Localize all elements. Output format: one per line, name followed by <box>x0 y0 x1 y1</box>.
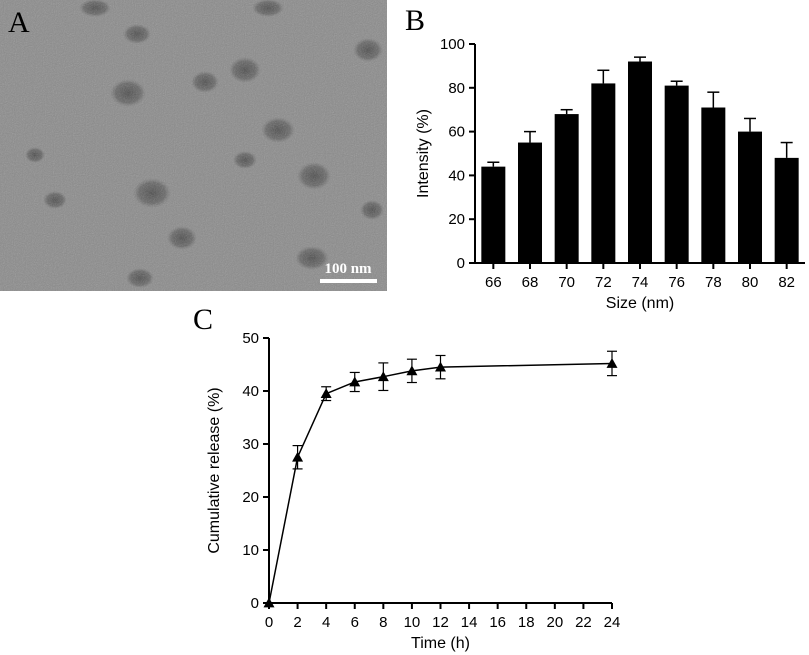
x-axis-title: Time (h) <box>411 635 470 652</box>
bar <box>481 166 506 263</box>
panel-letter-c: C <box>193 303 213 336</box>
x-tick-label: 10 <box>404 614 421 631</box>
x-tick-label: 18 <box>518 614 535 631</box>
x-tick-label: 0 <box>265 614 273 631</box>
x-tick-label: 66 <box>485 274 502 291</box>
y-tick-label: 10 <box>242 542 259 559</box>
x-tick-label: 2 <box>293 614 301 631</box>
data-point-triangle <box>435 361 446 372</box>
x-tick-label: 24 <box>604 614 621 631</box>
x-tick-label: 12 <box>432 614 449 631</box>
x-tick-label: 6 <box>351 614 359 631</box>
x-tick-label: 80 <box>742 274 759 291</box>
x-tick-label: 20 <box>546 614 563 631</box>
y-axis-title: Cumulative release (%) <box>206 387 223 553</box>
x-tick-label: 82 <box>778 274 795 291</box>
x-axis-title: Size (nm) <box>606 295 674 312</box>
x-tick-label: 76 <box>668 274 685 291</box>
bar <box>554 114 579 263</box>
bar <box>701 107 726 263</box>
size-distribution-chart: 0 20 40 60 80 100 66 68 70 72 74 76 78 80 82 Size (nm) I… <box>415 36 805 312</box>
x-tick-label: 22 <box>575 614 592 631</box>
y-tick-label: 0 <box>251 595 259 612</box>
bar <box>774 157 799 263</box>
data-point-triangle <box>606 357 618 368</box>
panel-a: A 100 nm <box>0 0 387 291</box>
data-point-triangle <box>292 451 304 462</box>
y-tick-label: 20 <box>448 211 465 228</box>
y-tick-label: 80 <box>448 80 465 97</box>
series-line <box>268 362 613 604</box>
y-tick-label: 20 <box>242 489 259 506</box>
x-tick-label: 70 <box>558 274 575 291</box>
y-tick-label: 30 <box>242 436 259 453</box>
x-tick-label: 16 <box>489 614 506 631</box>
panel-letter-b: B <box>405 4 425 37</box>
data-point-triangle <box>320 388 332 399</box>
panel-b: B 0 20 40 60 80 100 66 68 70 72 74 76 78 80 82 Size (nm… <box>405 4 805 312</box>
y-tick-label: 60 <box>448 124 465 141</box>
bar <box>664 85 689 263</box>
y-tick-label: 0 <box>457 255 465 272</box>
y-tick-label: 40 <box>242 383 259 400</box>
data-point-triangle <box>406 365 418 376</box>
data-point-triangle <box>377 371 389 382</box>
y-tick-label: 50 <box>242 330 259 347</box>
x-tick-label: 14 <box>461 614 478 631</box>
x-tick-label: 8 <box>379 614 387 631</box>
scale-bar-label: 100 nm <box>324 261 372 277</box>
bar <box>738 131 762 263</box>
x-tick-label: 74 <box>632 274 649 291</box>
scale-bar <box>320 279 377 283</box>
bar <box>591 83 616 263</box>
data-point-triangle <box>263 597 275 608</box>
panel-letter-a: A <box>8 6 30 39</box>
x-tick-label: 78 <box>705 274 722 291</box>
x-tick-label: 4 <box>322 614 330 631</box>
y-axis-title: Intensity (%) <box>415 109 432 198</box>
bar <box>628 61 652 263</box>
bar <box>518 142 542 263</box>
y-tick-label: 40 <box>448 167 465 184</box>
x-tick-label: 72 <box>595 274 612 291</box>
micrograph-grain <box>0 0 387 291</box>
x-tick-label: 68 <box>522 274 539 291</box>
y-tick-label: 100 <box>440 36 465 53</box>
data-point-triangle <box>349 376 361 387</box>
